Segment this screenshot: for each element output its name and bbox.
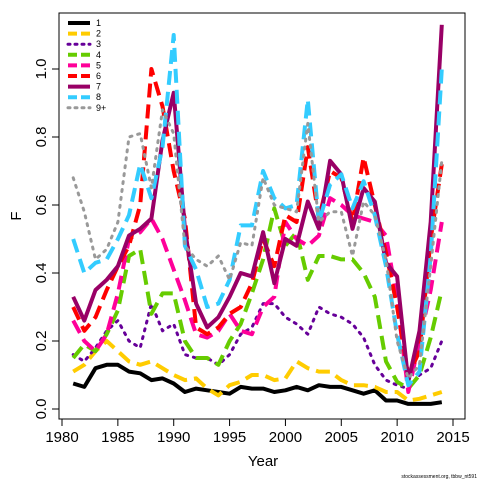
y-tick-label: 1.0 xyxy=(33,59,50,80)
legend-label: 5 xyxy=(96,60,101,70)
series-line-3 xyxy=(71,302,444,391)
x-tick-label: 1995 xyxy=(213,429,246,446)
footnote: stockassessment.org, tbbw_nt591 xyxy=(401,474,477,480)
legend-label: 6 xyxy=(96,71,101,81)
x-tick-label: 2010 xyxy=(380,429,413,446)
series-line-2 xyxy=(72,339,443,403)
y-tick-label: 0.2 xyxy=(33,331,50,352)
legend-label: 2 xyxy=(96,29,101,39)
series-line-4 xyxy=(71,206,444,391)
legend-label: 9+ xyxy=(96,103,106,113)
y-tick-label: 0.0 xyxy=(33,399,50,420)
x-tick-label: 2005 xyxy=(325,429,358,446)
x-tick-label: 1985 xyxy=(101,429,134,446)
y-axis: 0.0 0.2 0.4 0.6 0.8 1.0 xyxy=(33,59,60,420)
x-tick-label: 2015 xyxy=(436,429,469,446)
series-line-6 xyxy=(71,67,444,377)
y-axis-title: F xyxy=(8,211,25,220)
series-line-9plus xyxy=(71,108,444,380)
series-line-1 xyxy=(72,362,443,406)
legend-label: 4 xyxy=(96,50,101,60)
series-layer xyxy=(71,24,444,406)
x-tick-label: 1980 xyxy=(45,429,78,446)
legend-label: 1 xyxy=(96,18,101,28)
x-axis-title: Year xyxy=(248,453,278,470)
y-tick-label: 0.4 xyxy=(33,263,50,284)
x-tick-label: 1990 xyxy=(157,429,190,446)
x-tick-label: 2000 xyxy=(269,429,302,446)
legend-label: 3 xyxy=(96,39,101,49)
legend-label: 8 xyxy=(96,92,101,102)
y-tick-label: 0.6 xyxy=(33,195,50,216)
y-tick-label: 0.8 xyxy=(33,127,50,148)
x-axis: 1980 1985 1990 1995 2000 2005 2010 2015 xyxy=(45,418,470,446)
legend-label: 7 xyxy=(96,82,101,92)
